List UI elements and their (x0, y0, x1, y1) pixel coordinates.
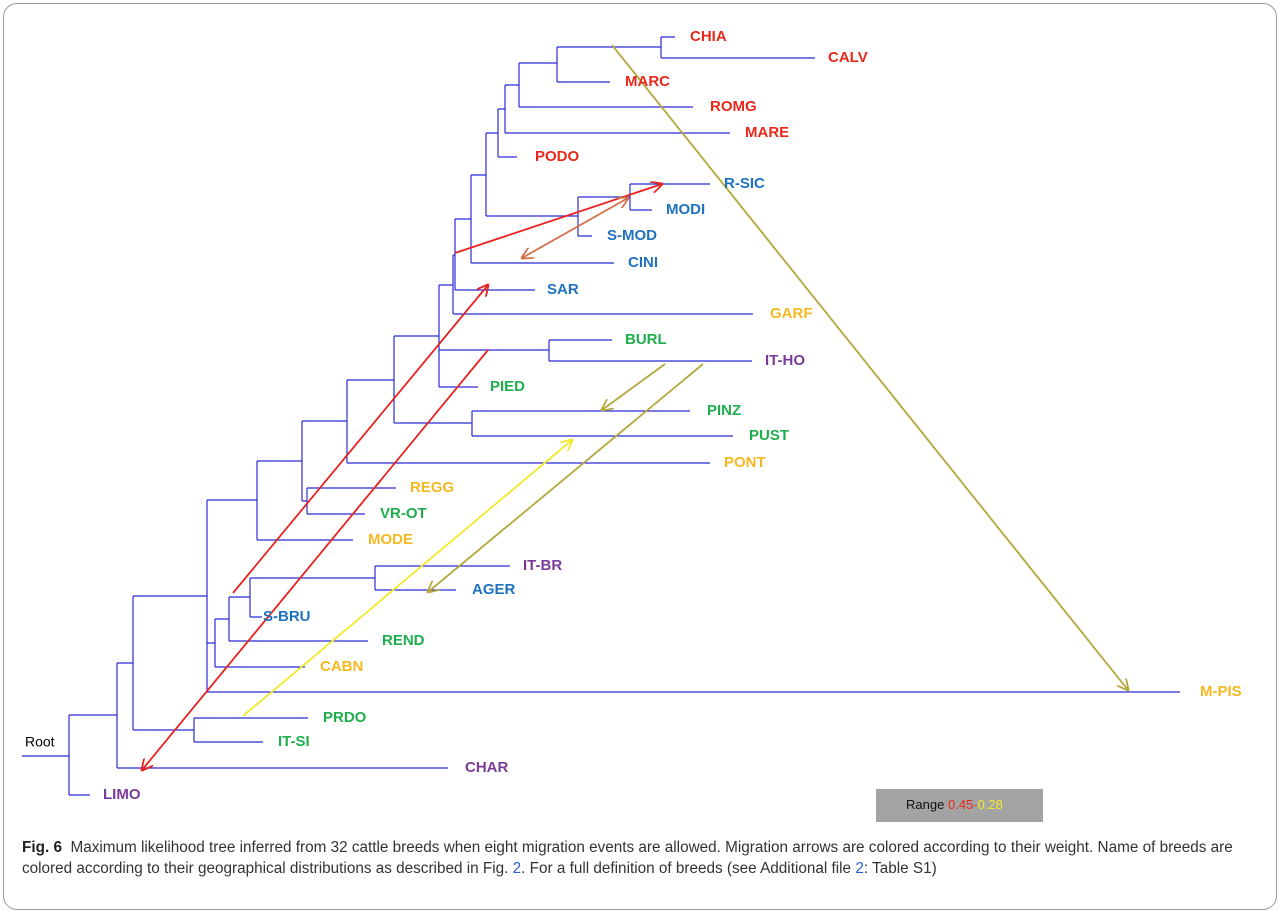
breed-label: REND (382, 632, 425, 649)
breed-label: CHIA (690, 28, 727, 45)
breed-label: S-BRU (263, 608, 311, 625)
breed-label: LIMO (103, 786, 141, 803)
migration-arrow (142, 349, 489, 770)
breed-label: PINZ (707, 402, 741, 419)
migration-arrow (242, 440, 572, 717)
breed-label: ROMG (710, 98, 757, 115)
tree-diagram: CHIA CALV MARC ROMG MARE PODO R-SIC MODI S-MOD CI… (22, 28, 1242, 822)
caption-label: Fig. 6 (22, 839, 62, 856)
breed-label: IT-SI (278, 733, 310, 750)
breed-label: SAR (547, 281, 579, 298)
breed-label: GARF (770, 305, 813, 322)
root-label: Root (25, 734, 55, 750)
breed-label: PRDO (323, 709, 367, 726)
file-link[interactable]: 2 (855, 860, 864, 877)
breed-label: VR-OT (380, 505, 427, 522)
migration-arrow (428, 363, 704, 592)
breed-label: MARE (745, 124, 789, 141)
breed-label: R-SIC (724, 175, 765, 192)
legend-box (876, 789, 1043, 822)
breed-label: IT-HO (765, 352, 805, 369)
breed-label: CINI (628, 254, 658, 271)
legend: Range 0.45-0.28 (906, 797, 1003, 812)
caption-text: Maximum likelihood tree inferred from 32… (22, 839, 1233, 877)
figure-link[interactable]: 2 (512, 860, 522, 877)
legend-separator: - (973, 797, 977, 812)
breed-label: PODO (535, 148, 580, 165)
breed-label: S-MOD (607, 227, 657, 244)
migration-arrow (522, 198, 628, 258)
breed-label: M-PIS (1200, 683, 1242, 700)
legend-high: 0.45 (948, 797, 973, 812)
caption-text: . For a full definition of breeds (see A… (521, 860, 856, 877)
breed-label: MARC (625, 73, 670, 90)
breed-label: PONT (724, 454, 766, 471)
breed-label: CABN (320, 658, 363, 675)
breed-label: AGER (472, 581, 516, 598)
breed-label: REGG (410, 479, 454, 496)
figure-frame (3, 3, 1277, 910)
migration-arrow (602, 363, 666, 410)
caption-text: : Table S1) (863, 860, 937, 877)
migration-arrow (232, 285, 488, 594)
breed-label: BURL (625, 331, 667, 348)
tree-branches (22, 36, 1180, 796)
legend-low: 0.28 (978, 797, 1003, 812)
breed-label: CALV (828, 49, 868, 66)
breed-label: MODE (368, 531, 413, 548)
breed-label: MODI (666, 201, 705, 218)
breed-labels: CHIA CALV MARC ROMG MARE PODO R-SIC MODI S-MOD CI… (103, 28, 1242, 803)
migration-arrows (142, 44, 1128, 770)
legend-label: Range (906, 797, 944, 812)
breed-label: CHAR (465, 759, 508, 776)
migration-arrow (611, 44, 1128, 690)
figure-caption: Fig. 6 Maximum likelihood tree inferred … (22, 837, 1267, 879)
breed-label: IT-BR (523, 557, 562, 574)
breed-label: PIED (490, 378, 525, 395)
breed-label: PUST (749, 427, 789, 444)
